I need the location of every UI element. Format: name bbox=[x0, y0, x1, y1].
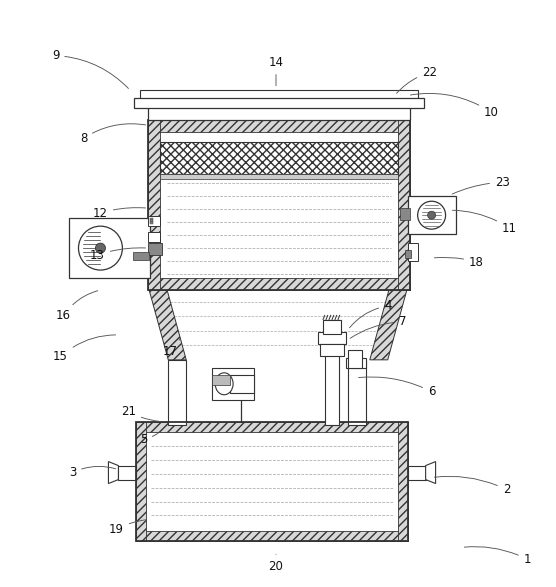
Text: 20: 20 bbox=[269, 554, 284, 573]
Bar bbox=[148, 232, 160, 242]
Text: 7: 7 bbox=[350, 315, 406, 338]
Bar bbox=[212, 375, 230, 385]
Bar bbox=[148, 106, 410, 120]
Bar bbox=[148, 278, 410, 290]
Bar bbox=[68, 218, 150, 278]
Bar bbox=[150, 218, 153, 220]
Text: 22: 22 bbox=[396, 66, 437, 93]
Circle shape bbox=[78, 226, 122, 270]
Text: 21: 21 bbox=[121, 405, 160, 421]
Bar bbox=[148, 216, 160, 226]
Bar bbox=[212, 368, 254, 400]
Bar bbox=[148, 120, 410, 133]
Bar bbox=[150, 220, 153, 222]
Bar bbox=[398, 120, 410, 290]
Text: 17: 17 bbox=[163, 338, 180, 358]
Circle shape bbox=[428, 211, 435, 219]
Bar bbox=[140, 90, 418, 99]
Text: 6: 6 bbox=[359, 377, 435, 398]
Polygon shape bbox=[148, 287, 186, 360]
Text: 18: 18 bbox=[434, 255, 484, 269]
Text: 13: 13 bbox=[90, 248, 146, 262]
Bar bbox=[168, 360, 186, 424]
Bar bbox=[136, 421, 408, 431]
Bar bbox=[118, 465, 136, 480]
Bar bbox=[348, 350, 362, 368]
Bar bbox=[400, 208, 410, 220]
Bar bbox=[405, 250, 411, 258]
Text: 12: 12 bbox=[93, 207, 146, 220]
Bar bbox=[348, 360, 366, 424]
Bar bbox=[148, 243, 162, 255]
Text: 19: 19 bbox=[109, 520, 146, 536]
Bar bbox=[148, 120, 160, 290]
Polygon shape bbox=[426, 461, 435, 484]
Text: 16: 16 bbox=[56, 291, 98, 322]
Text: 23: 23 bbox=[452, 176, 510, 194]
Text: 10: 10 bbox=[410, 93, 499, 119]
Text: 1: 1 bbox=[464, 546, 531, 566]
Bar bbox=[320, 344, 344, 356]
Bar bbox=[325, 355, 339, 424]
Bar bbox=[148, 120, 410, 290]
Bar bbox=[408, 243, 418, 261]
Bar bbox=[136, 531, 408, 541]
Bar bbox=[160, 143, 398, 174]
Bar bbox=[150, 222, 153, 224]
Bar bbox=[136, 421, 408, 541]
Text: 14: 14 bbox=[269, 56, 284, 86]
Text: 3: 3 bbox=[69, 466, 116, 479]
Ellipse shape bbox=[215, 373, 233, 395]
Bar bbox=[230, 375, 254, 393]
Polygon shape bbox=[370, 287, 408, 360]
Bar bbox=[136, 421, 146, 541]
Bar bbox=[408, 465, 426, 480]
Bar bbox=[133, 252, 150, 260]
Text: 8: 8 bbox=[80, 124, 146, 145]
Bar bbox=[160, 174, 398, 179]
Text: 15: 15 bbox=[53, 335, 116, 363]
Text: 9: 9 bbox=[52, 49, 128, 89]
Bar bbox=[398, 421, 408, 541]
Bar bbox=[346, 358, 366, 368]
Bar bbox=[318, 332, 346, 344]
Text: 4: 4 bbox=[350, 299, 391, 328]
Circle shape bbox=[418, 201, 445, 229]
Bar bbox=[135, 99, 424, 109]
Circle shape bbox=[96, 243, 106, 253]
Bar bbox=[323, 320, 341, 334]
Text: 5: 5 bbox=[140, 433, 158, 446]
Text: 11: 11 bbox=[453, 210, 517, 235]
Text: 2: 2 bbox=[434, 476, 510, 496]
Polygon shape bbox=[108, 461, 118, 484]
Bar bbox=[408, 196, 455, 234]
